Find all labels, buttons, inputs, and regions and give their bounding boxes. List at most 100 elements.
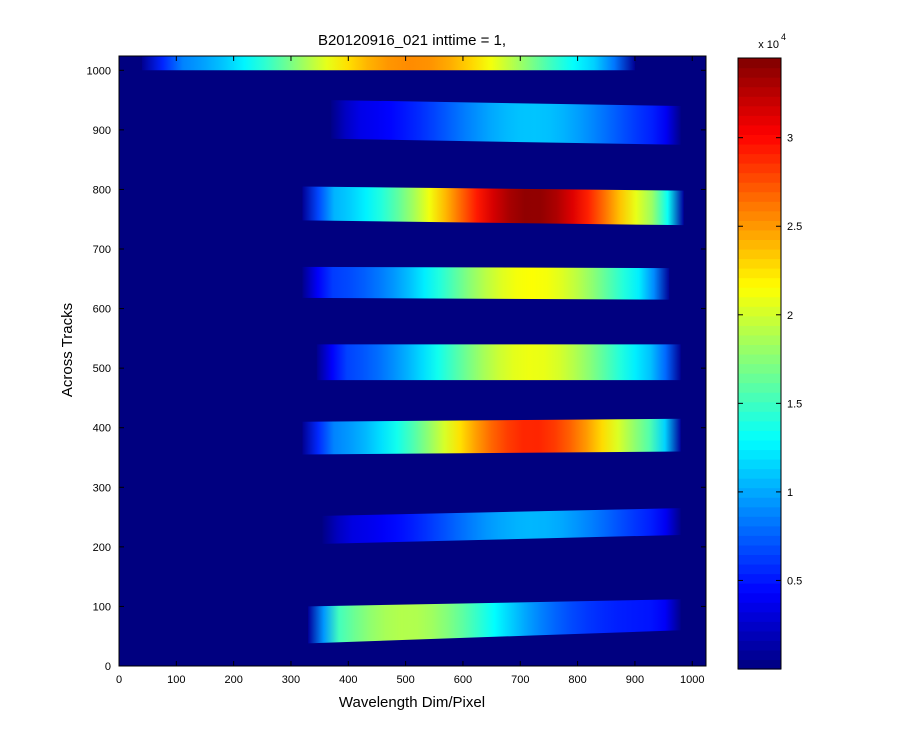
colorbar-swatch [738,602,781,613]
colorbar-swatch [738,449,781,460]
colorbar-swatch [738,220,781,231]
colorbar-tick-label: 2.5 [787,221,802,233]
colorbar-swatch [738,478,781,489]
colorbar-swatch [738,592,781,603]
colorbar-swatch [738,124,781,135]
colorbar-swatch [738,363,781,374]
colorbar-tick-label: 1.5 [787,398,802,410]
x-tick-label: 300 [282,674,300,686]
colorbar-swatch [738,621,781,632]
x-tick-label: 500 [396,674,414,686]
colorbar-swatch [738,86,781,97]
colorbar-swatch [738,506,781,517]
colorbar-swatch [738,458,781,470]
colorbar-swatch [738,58,781,69]
band-track-3 [302,418,681,455]
y-tick-label: 500 [93,363,111,375]
colorbar-swatch [738,172,781,183]
colorbar-swatch [738,497,781,508]
x-tick-label: 600 [454,674,472,686]
colorbar-swatch [738,296,781,307]
colorbar-swatch [738,554,781,565]
band-track-2 [322,508,681,544]
y-tick-label: 600 [93,304,111,316]
colorbar-swatch [738,334,781,346]
colorbar-swatch [738,373,781,384]
colorbar-swatch [738,439,781,451]
colorbar-swatch [738,420,781,431]
colorbar-swatch [738,115,781,126]
colorbar-swatch [738,516,781,527]
colorbar-tick-label: 2 [787,310,793,322]
colorbar-swatch [738,201,781,212]
y-tick-label: 100 [93,601,111,613]
colorbar-tick-label: 1 [787,487,793,499]
colorbar-tick-label: 3 [787,133,793,145]
colorbar-frame [737,57,782,670]
axes: 0 100 200 300 400 500 600 700 800 900 1000 0 100 200 3… [87,55,707,686]
band-track-7 [331,100,681,145]
colorbar-swatch [738,325,781,336]
colorbar-swatch [738,468,781,479]
colorbar-swatch [738,67,781,78]
colorbar-swatch [738,487,781,498]
y-tick-label: 700 [93,244,111,256]
colorbar-tick-label: 0.5 [787,575,802,587]
colorbar-swatch [738,258,781,269]
x-tick-label: 900 [626,674,644,686]
colorbar-swatch [738,77,781,88]
colorbar-swatch [738,210,781,221]
colorbar-swatch [738,315,781,326]
x-tick-label: 0 [116,674,122,686]
colorbar-swatch [738,191,781,202]
colorbar-swatch [738,239,781,250]
band-track-8 [141,56,635,71]
colorbar-swatch [738,535,781,546]
colorbar-swatch [738,153,781,164]
y-tick-label: 400 [93,423,111,435]
y-tick-label: 1000 [87,65,111,77]
x-axis-label: Wavelength Dim/Pixel [339,694,485,711]
band-track-4 [316,344,681,381]
y-tick-label: 800 [93,184,111,196]
colorbar-swatch [738,640,781,651]
y-tick-label: 300 [93,482,111,494]
colorbar-swatch [738,287,781,298]
plot-frame [118,55,707,667]
colorbar-swatch [738,105,781,116]
colorbar-swatch [738,430,781,441]
colorbar-swatch [738,229,781,240]
colorbar-swatch [738,248,781,260]
colorbar-swatch [738,143,781,155]
colorbar-swatch [738,611,781,622]
colorbar-swatch [738,573,781,584]
colorbar-swatch [738,544,781,556]
heatmap-area [119,56,706,666]
colorbar-exponent-base: x 10 [758,39,779,51]
colorbar-swatch [738,134,781,145]
colorbar-swatch [738,382,781,393]
colorbar-swatch [738,353,781,365]
colorbar-swatch [738,163,781,174]
x-tick-label: 700 [511,674,529,686]
colorbar-swatch [738,182,781,193]
band-track-5 [302,266,670,300]
colorbar-swatch [738,563,781,575]
y-tick-label: 900 [93,125,111,137]
x-tick-label: 800 [568,674,586,686]
colorbar-swatch [738,525,781,536]
x-tick-label: 200 [224,674,242,686]
colorbar-swatch [738,392,781,403]
y-axis-label: Across Tracks [59,303,76,397]
colorbar-swatch [738,649,781,661]
x-tick-label: 400 [339,674,357,686]
colorbar-swatch [738,630,781,641]
colorbar-swatch [738,659,781,670]
colorbar-exponent-power: 4 [781,32,786,42]
colorbar: 0.5 1 1.5 2 2.5 3 x 104 [737,32,802,670]
colorbar-swatch [738,306,781,317]
colorbar-swatch [738,583,781,594]
band-track-6 [302,186,684,226]
y-tick-label: 0 [105,661,111,673]
